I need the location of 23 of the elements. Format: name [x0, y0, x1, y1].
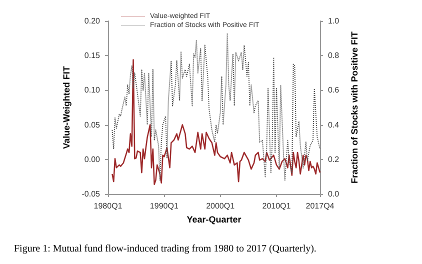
y2-axis-title: Fraction of Stocks with Positive FIT [350, 30, 360, 184]
x-tick-label: 1980Q1 [94, 202, 123, 210]
y-tick-label: -0.05 [82, 190, 101, 198]
y2-tick-label: 1.0 [328, 16, 340, 26]
y2-tick-label: 0.4 [328, 120, 340, 130]
y-tick-label: 0.00 [84, 154, 101, 164]
y-axis-title: Value-Weighted FIT [61, 66, 72, 149]
y2-tick-label: 0.8 [328, 51, 340, 60]
line-series [112, 32, 320, 181]
y2-tick-label: 0.2 [328, 154, 340, 164]
caption: Figure 1: Mutual fund flow-induced trading from 1980 to 2017 (Quarterly). [14, 244, 316, 254]
y2-tick-label: 0.6 [328, 86, 340, 95]
x-tick-label: 2010Q1 [262, 202, 292, 210]
x-axis-title: Year-Quarter [186, 214, 242, 224]
x-tick-label: 1990Q1 [150, 202, 179, 210]
y-tick-label: 0.15 [84, 51, 101, 60]
y2-tick-label: 0.0 [328, 190, 340, 198]
y-tick-label: 0.20 [84, 16, 101, 26]
line-series [112, 59, 321, 185]
x-tick-label: 2017Q4 [306, 202, 335, 210]
y-tick-label: 0.10 [84, 86, 101, 95]
x-tick-label: 2000Q1 [206, 202, 236, 210]
y-tick-label: 0.05 [84, 120, 101, 130]
